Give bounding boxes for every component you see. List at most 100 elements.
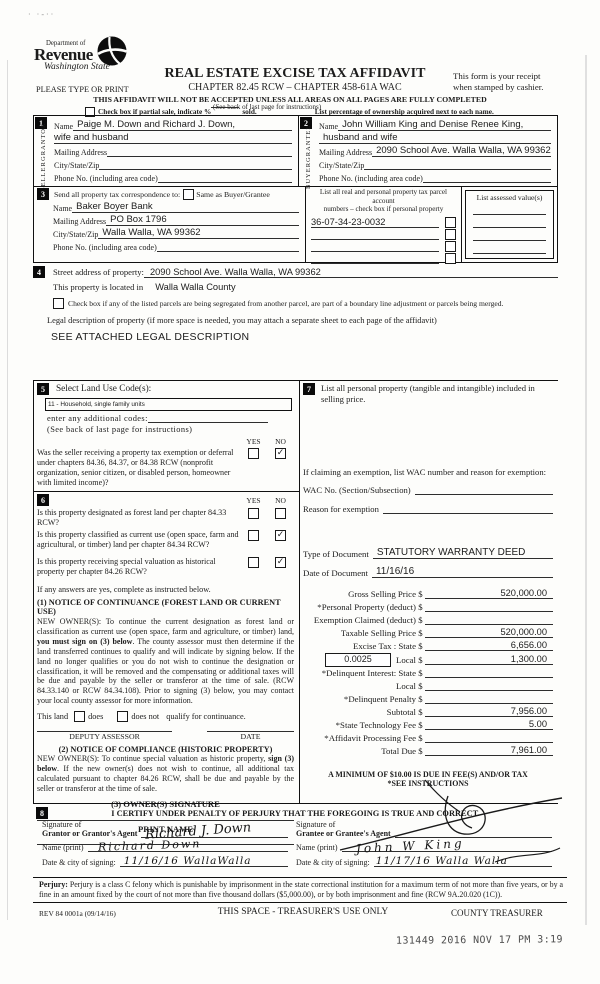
grantor-date-value: 11/16/16 WallaWalla — [123, 855, 252, 867]
grantee-date-value: 11/17/16 Walla Walla — [375, 855, 508, 867]
gross-selling-price-field: 520,000.00 — [425, 588, 553, 600]
historic-yes-checkbox — [248, 557, 259, 568]
perjury-section: Perjury: Perjury is a class C felony whi… — [33, 877, 567, 904]
corr-phone-label: Phone No. (including area code) — [53, 243, 157, 252]
tax-row-exemption: Exemption Claimed (deduct) $ — [303, 612, 553, 626]
sold-label: sold. — [242, 107, 257, 116]
parcel-numbers-section: List all real and personal property tax … — [306, 187, 462, 264]
grantee-name-print-value: John W King — [355, 836, 465, 856]
pen-marks: · ·-·· — [28, 10, 56, 19]
wac-no-field — [414, 494, 553, 495]
notice-continuance-title: (1) NOTICE OF CONTINUANCE (FOREST LAND O… — [37, 598, 281, 616]
section-5-number: 5 — [37, 383, 49, 395]
corr-phone-field — [156, 251, 299, 252]
grantee-sig-label-2: Grantee or Grantee's Agent — [296, 829, 391, 838]
seller-name-field-2: wife and husband — [54, 132, 292, 144]
treasurer-space-label: THIS SPACE - TREASURER'S USE ONLY — [217, 907, 389, 917]
buyer-mailing-field: 2090 School Ave. Walla Walla, WA 99362 — [372, 145, 551, 157]
located-in-value: Walla Walla County — [155, 282, 236, 292]
tax-row-delinquent-interest-state: *Delinquent Interest: State $ — [303, 665, 553, 678]
local-rate-box: 0.0025 — [325, 652, 391, 667]
delinquent-interest-state-field — [425, 667, 553, 678]
state-technology-fee-field: 5.00 — [425, 719, 553, 731]
legal-description-value: SEE ATTACHED LEGAL DESCRIPTION — [51, 331, 250, 343]
form-title: REAL ESTATE EXCISE TAX AFFIDAVIT — [164, 66, 426, 81]
personal-property-title: List all personal property (tangible and… — [321, 383, 535, 404]
tax-row-delinquent-interest-local: Local $ — [303, 678, 553, 691]
warning-line: THIS AFFIDAVIT WILL NOT BE ACCEPTED UNLE… — [93, 95, 487, 104]
parcel-header-2: numbers – check box if personal property — [323, 205, 444, 214]
logo-state-text: Washington State — [44, 62, 110, 72]
buyer-section: 2 BUYER GRANTEE Name John William King an… — [299, 116, 557, 189]
deputy-assessor-label: DEPUTY ASSESSOR — [69, 732, 140, 742]
deputy-assessor-sig-field — [37, 731, 172, 733]
located-in-label: This property is located in — [53, 282, 144, 292]
buyer-name-field-2: husband and wife — [319, 132, 551, 144]
delinquent-penalty-field — [425, 693, 553, 704]
segregated-note: Check box if any of the listed parcels a… — [68, 299, 504, 308]
correspondence-section: 3 Send all property tax correspondence t… — [34, 187, 306, 262]
buyer-city-label: City/State/Zip — [319, 161, 365, 170]
parcel-number-2 — [311, 238, 439, 240]
print-name-label: PRINT NAME — [138, 823, 193, 834]
continuance-qualify-row: This land does does not qualify for cont… — [37, 711, 246, 723]
date-of-document-field: 11/16/16 — [371, 566, 553, 578]
perjury-text: Perjury: Perjury is a class C felony whi… — [39, 880, 563, 899]
seller-side-label: SELLER GRANTOR — [40, 122, 47, 191]
grantor-sig-label-1: Signature of — [42, 820, 82, 829]
seller-phone-field — [157, 182, 292, 183]
scan-artifact-right — [585, 55, 587, 925]
see-back-note: (See back of last page for instructions) — [213, 103, 322, 111]
classification-section: 6 YES NO Is this property designated as … — [34, 492, 299, 845]
right-column: 7 List all personal property (tangible a… — [300, 381, 558, 803]
section-7-number: 7 — [303, 383, 315, 395]
type-of-document-field: STATUTORY WARRANTY DEED — [372, 547, 553, 559]
current-use-yes-checkbox — [248, 530, 259, 541]
print-name-field — [37, 843, 294, 845]
partial-sale-row: Check box if partial sale, indicate % so… — [85, 107, 494, 117]
assessed-value-1 — [473, 202, 546, 215]
assessed-value-4 — [473, 241, 546, 254]
parcel-2-personal-checkbox — [445, 228, 456, 240]
additional-codes-label: enter any additional codes: — [47, 414, 148, 423]
partial-sale-percent-field — [211, 107, 240, 108]
tax-row-taxable: Taxable Selling Price $ 520,000.00 — [303, 625, 553, 639]
buyer-name-label: Name — [319, 122, 339, 131]
same-as-buyer-label: Same as Buyer/Grantee — [196, 189, 270, 199]
grantor-name-print-value: Richard Down — [97, 837, 202, 854]
corr-name-label: Name — [53, 204, 73, 213]
delinquent-interest-local-field — [425, 680, 553, 691]
tax-row-subtotal: Subtotal $ 7,956.00 — [303, 704, 553, 717]
notice-continuance-body: NEW OWNER(S): To continue the current de… — [37, 617, 294, 706]
subtotal-field: 7,956.00 — [425, 706, 553, 717]
minimum-fee-note: A MINIMUM OF $10.00 IS DUE IN FEE(S) AND… — [328, 770, 528, 780]
grantee-signature-block: Signature of Grantee or Grantee's Agent … — [288, 820, 558, 867]
corr-city-field: Walla Walla, WA 99362 — [98, 227, 299, 239]
taxable-selling-price-field: 520,000.00 — [425, 627, 553, 639]
exemption-question: Was the seller receiving a property tax … — [37, 448, 234, 487]
total-due-field: 7,961.00 — [425, 745, 553, 757]
property-section: 4 Street address of property: 2090 Schoo… — [33, 266, 558, 343]
grantor-date-field: 11/16/16 WallaWalla — [119, 855, 288, 867]
assessed-value-2 — [473, 215, 546, 228]
parcel-number-3 — [311, 250, 439, 252]
deputy-date-field — [207, 731, 294, 733]
buyer-mailing-label: Mailing Address — [319, 148, 373, 157]
forest-yes-checkbox — [248, 508, 259, 519]
parcel-number-1: 36-07-34-23-0032 — [311, 217, 439, 228]
historic-no-checkbox: ✓ — [275, 557, 286, 568]
buyer-phone-field — [422, 182, 551, 183]
cashier-stamp: 131449 2016 NOV 17 PM 3:19 — [395, 934, 563, 947]
certification-section: 8 I CERTIFY UNDER PENALTY OF PERJURY THA… — [33, 803, 558, 877]
scan-artifact-left — [7, 60, 8, 920]
assessed-values-header: List assessed value(s) — [476, 193, 543, 202]
section-1-number: 1 — [35, 117, 47, 129]
receipt-note-2: when stamped by cashier. — [453, 82, 544, 92]
segregated-checkbox — [53, 298, 64, 309]
receipt-note-1: This form is your receipt — [453, 71, 541, 81]
parcel-number-4 — [311, 262, 439, 264]
notice-compliance-body: NEW OWNER(S): To continue special valuat… — [37, 754, 294, 793]
section-8-number: 8 — [36, 807, 48, 819]
certify-statement: I CERTIFY UNDER PENALTY OF PERJURY THAT … — [111, 809, 480, 818]
correspondence-box: 3 Send all property tax correspondence t… — [33, 187, 558, 264]
